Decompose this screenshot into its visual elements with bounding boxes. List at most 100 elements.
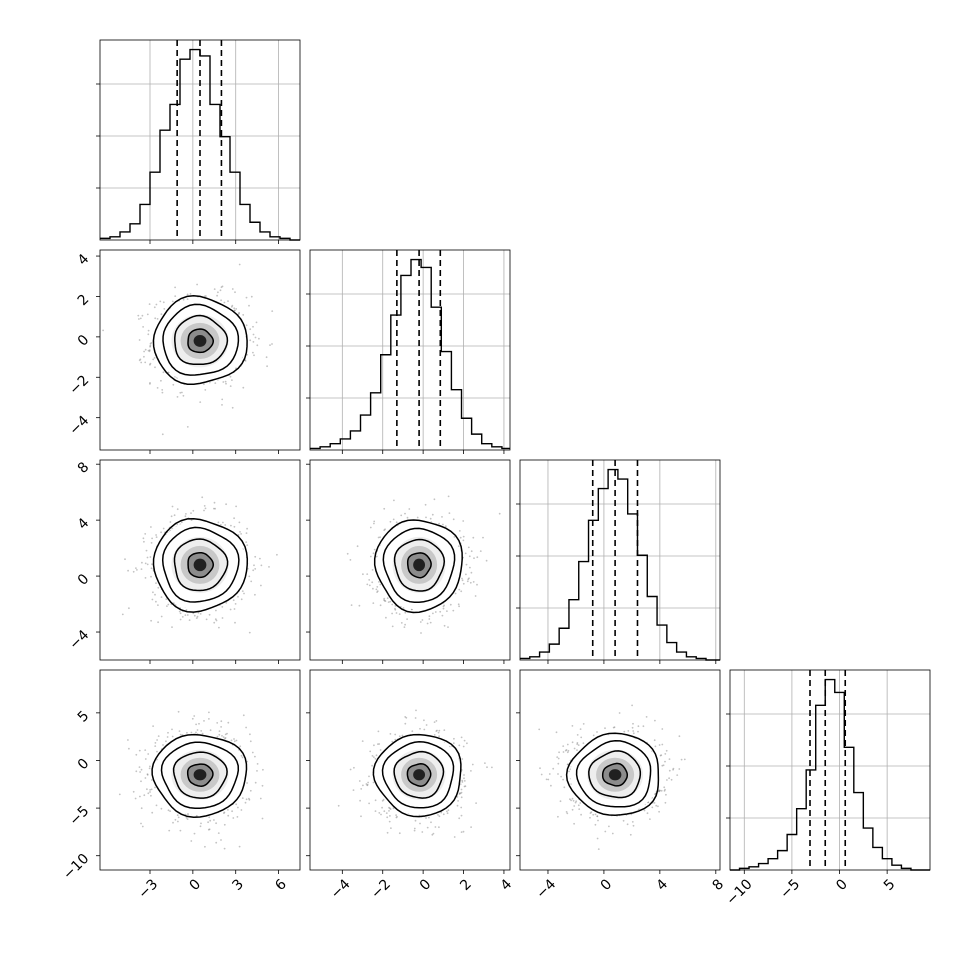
sample-point [176, 508, 179, 511]
sample-point [468, 577, 470, 580]
sample-point [365, 783, 368, 785]
sample-point [654, 719, 656, 722]
sample-point [249, 733, 251, 736]
sample-point [163, 308, 166, 310]
sample-point [438, 815, 441, 818]
sample-point [265, 356, 268, 359]
sample-point [166, 736, 169, 738]
sample-point [155, 534, 158, 536]
sample-point [423, 728, 426, 731]
sample-point [377, 536, 380, 539]
sample-point [604, 830, 607, 833]
sample-point [248, 575, 251, 578]
sample-point [442, 605, 445, 608]
sample-point [245, 541, 248, 543]
sample-point [172, 821, 174, 824]
sample-point [353, 766, 355, 769]
scatter-cloud [121, 496, 278, 634]
sample-point [435, 730, 438, 732]
sample-point [653, 802, 656, 804]
sample-point [200, 730, 203, 732]
sample-point [383, 507, 386, 510]
sample-point [375, 588, 378, 591]
sample-point [431, 833, 434, 836]
sample-point [466, 580, 469, 583]
sample-point [388, 806, 390, 809]
sample-point [453, 536, 456, 538]
sample-point [150, 779, 153, 781]
sample-point [181, 391, 183, 394]
contour-line-1 [393, 750, 445, 799]
sample-point [161, 433, 164, 436]
sample-point [145, 549, 148, 552]
sample-point [373, 522, 375, 525]
sample-point [374, 799, 377, 802]
sample-point [102, 329, 104, 332]
sample-point [217, 521, 220, 524]
sample-point [425, 817, 427, 819]
sample-point [416, 516, 419, 519]
sample-point [240, 754, 243, 757]
sample-point [204, 389, 207, 391]
panel-frame [99, 39, 301, 241]
sample-point [242, 386, 245, 389]
sample-point [421, 831, 424, 833]
sample-point [387, 601, 390, 603]
sample-point [254, 568, 257, 570]
sample-point [225, 382, 227, 385]
sample-point [222, 381, 225, 383]
sample-point [144, 348, 147, 351]
sample-point [632, 722, 634, 725]
sample-point [419, 822, 421, 825]
sample-point [144, 777, 147, 779]
sample-point [462, 539, 465, 542]
sample-point [245, 532, 248, 534]
histogram-step-line [520, 468, 720, 661]
sample-point [437, 814, 439, 816]
sample-point [471, 763, 474, 766]
sample-point [442, 813, 445, 816]
sample-point [178, 730, 181, 732]
sample-point [461, 758, 464, 760]
histogram-panel-0 [96, 39, 301, 244]
scatter-panel-1-0 [96, 249, 301, 454]
sample-point [385, 616, 387, 619]
sample-point [232, 817, 235, 819]
sample-point [215, 619, 218, 622]
sample-point [570, 799, 572, 802]
sample-point [223, 301, 226, 304]
sample-point [148, 303, 151, 305]
contour-line-3 [151, 733, 248, 819]
sample-point [127, 739, 129, 741]
contour-line-3 [152, 295, 248, 386]
sample-point [186, 731, 188, 734]
sample-point [187, 813, 189, 816]
sample-point [244, 360, 247, 362]
sample-point [565, 811, 568, 813]
sample-point [248, 304, 250, 307]
sample-point [654, 745, 657, 748]
sample-point [150, 788, 153, 791]
sample-point [391, 625, 394, 628]
sample-point [398, 832, 401, 835]
sample-point [383, 597, 386, 600]
sample-point [160, 313, 163, 316]
scatter-cloud [118, 710, 264, 850]
sample-point [632, 730, 635, 732]
sample-point [429, 621, 432, 624]
sample-point [213, 501, 216, 504]
sample-point [127, 607, 130, 610]
sample-point [233, 307, 236, 310]
sample-point [252, 325, 254, 328]
sample-point [177, 816, 180, 819]
sample-point [413, 827, 416, 830]
sample-point [220, 720, 223, 723]
sample-point [268, 566, 270, 568]
sample-point [242, 714, 245, 717]
panel-frame [99, 249, 301, 451]
sample-point [160, 596, 163, 598]
sample-point [462, 745, 465, 748]
sample-point [136, 569, 138, 571]
sample-point [470, 770, 472, 772]
sample-point [376, 586, 379, 588]
